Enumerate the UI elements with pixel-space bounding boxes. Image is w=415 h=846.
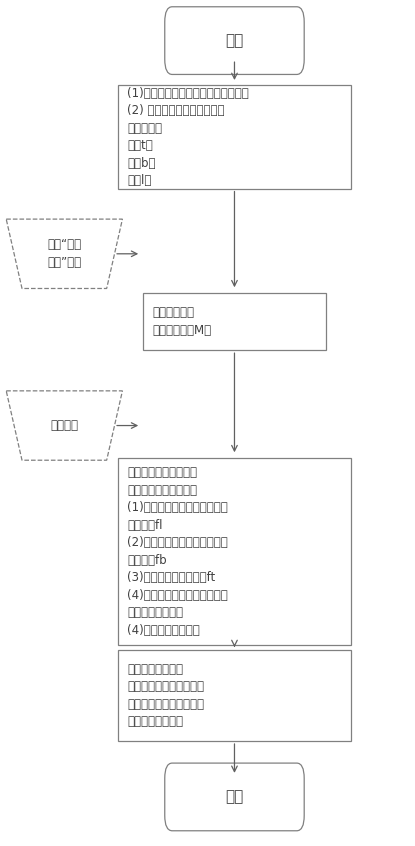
Text: 采集力信号：
计算板材质量M。: 采集力信号： 计算板材质量M。 — [152, 306, 211, 337]
FancyBboxPatch shape — [165, 763, 304, 831]
Bar — [118, 85, 351, 189]
Polygon shape — [6, 391, 122, 460]
Text: 采集、显示振动信号。
分析、处理振动信号：
(1)板材沿长度方向一阶弯曲的
固有频率fl
(2)板材沿宽度方向一阶弯曲的
固有频率fb
(3)板材扭转的固有频率: 采集、显示振动信号。 分析、处理振动信号： (1)板材沿长度方向一阶弯曲的 固有… — [127, 466, 228, 637]
Text: 点击“开始
测量”图标: 点击“开始 测量”图标 — [47, 239, 81, 269]
Text: 存储、显示结果：
沿长度方向的弹性模量、
沿宽度方向的弹性模量、
面内剪切模量等。: 存储、显示结果： 沿长度方向的弹性模量、 沿宽度方向的弹性模量、 面内剪切模量等… — [127, 662, 205, 728]
Text: 开始: 开始 — [225, 33, 244, 48]
Bar — [118, 458, 351, 645]
Polygon shape — [6, 219, 122, 288]
Bar — [118, 650, 351, 741]
FancyBboxPatch shape — [165, 7, 304, 74]
Text: 结束: 结束 — [225, 789, 244, 805]
Bar — [143, 293, 326, 350]
Text: (1)设定测量结果存储目录和文件名。
(2) 输入被测板材基本参数：
板材编号＝
厚度t＝
宽度b＝
长度l＝: (1)设定测量结果存储目录和文件名。 (2) 输入被测板材基本参数： 板材编号＝… — [127, 87, 249, 187]
Text: 激振板材: 激振板材 — [50, 419, 78, 432]
